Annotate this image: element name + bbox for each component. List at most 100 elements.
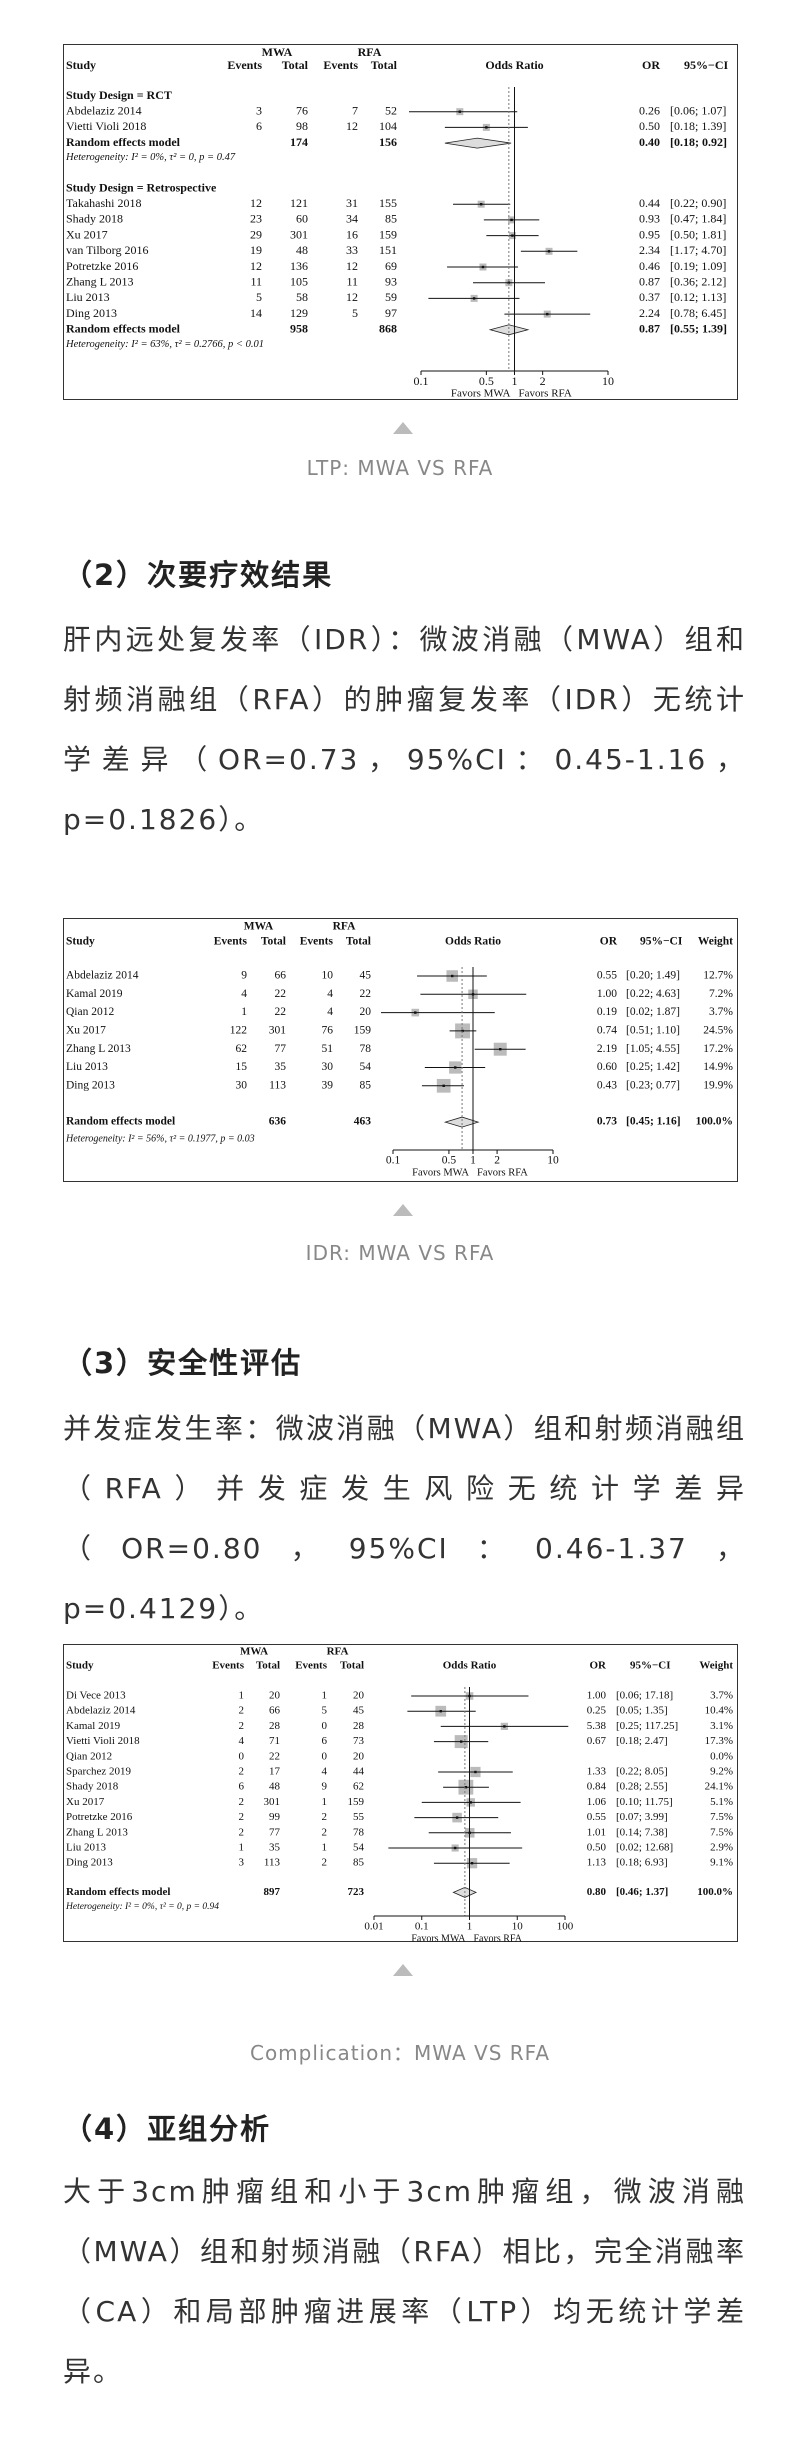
events: 1 xyxy=(322,1796,328,1808)
point-estimate xyxy=(485,126,488,129)
plot-border xyxy=(63,44,738,400)
odds-ratio: 1.00 xyxy=(587,1690,607,1702)
weight: 24.1% xyxy=(705,1781,733,1793)
header: Events xyxy=(214,936,248,948)
odds-ratio: 5.38 xyxy=(587,1720,607,1732)
odds-ratio: 0.55 xyxy=(587,1811,607,1823)
odds-ratio: 0.67 xyxy=(587,1735,607,1747)
events: 33 xyxy=(346,243,358,257)
header: Odds Ratio xyxy=(485,58,543,72)
point-estimate xyxy=(479,203,483,206)
total: 52 xyxy=(385,103,397,117)
x-tick-label: 0.1 xyxy=(386,1155,401,1167)
header: OR xyxy=(600,936,618,948)
events: 1 xyxy=(322,1842,328,1854)
section-text: 并发症发生率：微波消融（MWA）组和射频消融组（RFA）并发症发生风险无统计学差… xyxy=(63,1412,746,1625)
study-name: Ding 2013 xyxy=(66,1079,115,1091)
confidence-interval: [0.51; 1.10] xyxy=(626,1025,680,1037)
events: 1 xyxy=(322,1690,328,1702)
total: 44 xyxy=(353,1766,365,1778)
plot-border xyxy=(63,1644,738,1942)
x-tick-label: 1 xyxy=(467,1921,473,1933)
odds-ratio: 1.06 xyxy=(587,1796,607,1808)
total: 301 xyxy=(264,1796,281,1808)
confidence-interval: [0.23; 0.77] xyxy=(626,1079,680,1091)
odds-ratio: 0.44 xyxy=(639,196,660,210)
point-estimate xyxy=(464,1786,468,1789)
point-estimate xyxy=(454,1066,457,1069)
confidence-interval: [0.18; 0.92] xyxy=(670,135,727,149)
events: 23 xyxy=(250,212,262,226)
total: 28 xyxy=(353,1720,365,1732)
confidence-interval: [0.50; 1.81] xyxy=(670,227,726,241)
events: 5 xyxy=(352,306,358,320)
heterogeneity: Heterogeneity: I² = 0%, τ² = 0, p = 0.94 xyxy=(65,1902,219,1912)
weight: 12.7% xyxy=(703,970,733,982)
header: Study xyxy=(66,58,96,72)
total: 98 xyxy=(296,119,308,133)
confidence-interval: [0.45; 1.16] xyxy=(626,1116,681,1128)
header: Weight xyxy=(698,936,733,948)
confidence-interval: [0.18; 2.47] xyxy=(616,1735,668,1747)
total: 104 xyxy=(379,119,397,133)
events: 5 xyxy=(322,1705,328,1717)
odds-ratio: 0.50 xyxy=(639,119,660,133)
total: 301 xyxy=(269,1025,287,1037)
total: 636 xyxy=(269,1116,287,1128)
point-estimate xyxy=(455,1816,459,1819)
total: 22 xyxy=(360,988,372,1000)
x-tick-label: 1 xyxy=(470,1155,476,1167)
study-name: Zhang L 2013 xyxy=(66,1826,128,1838)
events: 1 xyxy=(239,1690,245,1702)
total: 45 xyxy=(353,1705,365,1717)
caption-arrow xyxy=(393,1964,413,1976)
point-estimate xyxy=(547,250,551,253)
study-name: Ding 2013 xyxy=(66,306,117,320)
events: 4 xyxy=(322,1766,328,1778)
favors-label: Favors RFA xyxy=(477,1167,528,1178)
total: 55 xyxy=(353,1811,365,1823)
odds-ratio: 0.26 xyxy=(639,103,660,117)
study-name: Potretzke 2016 xyxy=(66,1811,133,1823)
confidence-interval: [0.05; 1.35] xyxy=(616,1705,668,1717)
study-name: Zhang L 2013 xyxy=(66,1043,131,1055)
odds-ratio: 1.13 xyxy=(587,1857,607,1869)
study-name: Sparchez 2019 xyxy=(66,1766,132,1778)
weight: 3.7% xyxy=(710,1690,733,1702)
header: Events xyxy=(227,58,262,72)
odds-ratio: 0.74 xyxy=(597,1025,617,1037)
total: 159 xyxy=(348,1796,365,1808)
total: 20 xyxy=(269,1690,281,1702)
total: 76 xyxy=(296,103,308,117)
forest-plot: MWA RFA Study Events Total Events Total Odds Ra… xyxy=(63,918,738,1182)
study-name: Qian 2012 xyxy=(66,1006,114,1018)
events: 0 xyxy=(239,1750,245,1762)
forest-plot: MWA RFA Study Events Total Events Total Odds Ra… xyxy=(63,44,738,400)
total: 60 xyxy=(296,212,308,226)
study-name: Liu 2013 xyxy=(66,290,110,304)
confidence-interval: [0.25; 1.42] xyxy=(626,1061,680,1073)
events: 2 xyxy=(322,1826,328,1838)
weight: 9.2% xyxy=(710,1766,733,1778)
total: 59 xyxy=(385,290,397,304)
header: Study xyxy=(66,1660,94,1672)
total: 958 xyxy=(290,322,308,336)
odds-ratio: 0.55 xyxy=(597,970,617,982)
events: 51 xyxy=(322,1043,334,1055)
events: 19 xyxy=(250,243,262,257)
events: 3 xyxy=(239,1857,245,1869)
total: 48 xyxy=(269,1781,281,1793)
study-name: Qian 2012 xyxy=(66,1750,112,1762)
total: 136 xyxy=(290,259,308,273)
study-name: Kamal 2019 xyxy=(66,1720,121,1732)
confidence-interval: [0.22; 4.63] xyxy=(626,988,680,1000)
weight: 17.3% xyxy=(705,1735,733,1747)
header: Weight xyxy=(699,1660,733,1672)
summary-diamond xyxy=(444,137,512,149)
total: 129 xyxy=(290,306,308,320)
header: Study xyxy=(66,936,95,948)
confidence-interval: [0.55; 1.39] xyxy=(670,322,727,336)
header: Total xyxy=(371,58,398,72)
confidence-interval: [0.28; 2.55] xyxy=(616,1781,668,1793)
total: 113 xyxy=(269,1079,286,1091)
